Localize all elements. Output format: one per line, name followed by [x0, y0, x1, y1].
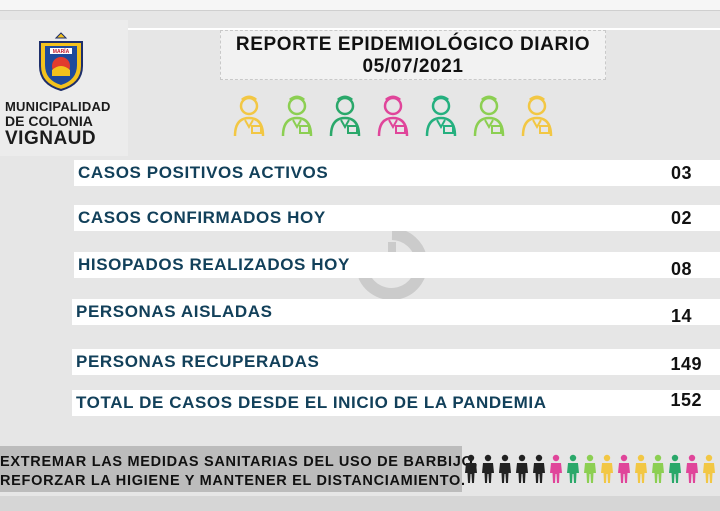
- stat-value: 02: [670, 208, 692, 228]
- footer-line-2: REFORZAR LA HIGIENE Y MANTENER EL DISTAN…: [0, 473, 466, 489]
- header-divider: [128, 28, 720, 30]
- firefighter-icon: [521, 95, 553, 137]
- delivery-worker-icon: [425, 95, 457, 137]
- logo-line-1: MUNICIPALIDAD: [5, 99, 111, 114]
- person-icon: [482, 454, 494, 483]
- person-icon: [550, 454, 562, 483]
- doctor-icon: [233, 95, 265, 137]
- person-icon: [584, 454, 596, 483]
- person-icon: [499, 454, 511, 483]
- report-title-box: REPORTE EPIDEMIOLÓGICO DIARIO 05/07/2021: [220, 30, 606, 80]
- builder-icon: [329, 95, 361, 137]
- municipality-logo: MARÍA MUNICIPALIDAD DE COLONIA VIGNAUD: [0, 20, 128, 156]
- report-title: REPORTE EPIDEMIOLÓGICO DIARIO: [235, 34, 591, 55]
- stat-value: 152: [670, 390, 702, 410]
- person-icon: [533, 454, 545, 483]
- top-bar: [0, 0, 720, 11]
- footer-line-1: EXTREMAR LAS MEDIDAS SANITARIAS DEL USO …: [0, 454, 479, 470]
- crest-text: MARÍA: [53, 47, 70, 55]
- bottom-bar: [0, 496, 720, 511]
- person-icon: [652, 454, 664, 483]
- crest-icon: MARÍA: [39, 32, 83, 92]
- workers-illustration: [230, 94, 570, 138]
- person-icon: [465, 454, 477, 483]
- logo-line-2: DE COLONIA: [5, 113, 93, 129]
- farmer-icon: [473, 95, 505, 137]
- person-icon: [567, 454, 579, 483]
- stat-row-swabs: HISOPADOS REALIZADOS HOY 08: [74, 252, 720, 279]
- stat-row-active: CASOS POSITIVOS ACTIVOS 03: [74, 160, 720, 186]
- stat-label: PERSONAS RECUPERADAS: [76, 352, 320, 371]
- nurse-icon: [281, 95, 313, 137]
- stat-value: 03: [670, 163, 692, 183]
- stat-row-confirmed: CASOS CONFIRMADOS HOY 02: [74, 205, 720, 231]
- stat-row-total: TOTAL DE CASOS DESDE EL INICIO DE LA PAN…: [72, 390, 720, 416]
- stat-row-recovered: PERSONAS RECUPERADAS 149: [72, 349, 720, 375]
- stat-label: CASOS POSITIVOS ACTIVOS: [78, 163, 329, 182]
- stat-label: TOTAL DE CASOS DESDE EL INICIO DE LA PAN…: [76, 393, 547, 412]
- person-icon: [703, 454, 715, 483]
- logo-line-3: VIGNAUD: [5, 128, 97, 149]
- stat-value: 08: [670, 259, 692, 279]
- people-row: [464, 452, 720, 486]
- person-icon: [601, 454, 613, 483]
- person-icon: [669, 454, 681, 483]
- stat-value: 14: [670, 306, 692, 326]
- stat-label: CASOS CONFIRMADOS HOY: [78, 208, 326, 227]
- stat-value: 149: [670, 354, 702, 374]
- report-date: 05/07/2021: [362, 56, 464, 77]
- stat-label: PERSONAS AISLADAS: [76, 302, 273, 321]
- stat-row-isolated: PERSONAS AISLADAS 14: [72, 299, 720, 326]
- health-worker-icon: [377, 95, 409, 137]
- person-icon: [618, 454, 630, 483]
- stat-label: HISOPADOS REALIZADOS HOY: [78, 255, 350, 274]
- person-icon: [635, 454, 647, 483]
- person-icon: [516, 454, 528, 483]
- footer-message: EXTREMAR LAS MEDIDAS SANITARIAS DEL USO …: [0, 446, 479, 492]
- person-icon: [686, 454, 698, 483]
